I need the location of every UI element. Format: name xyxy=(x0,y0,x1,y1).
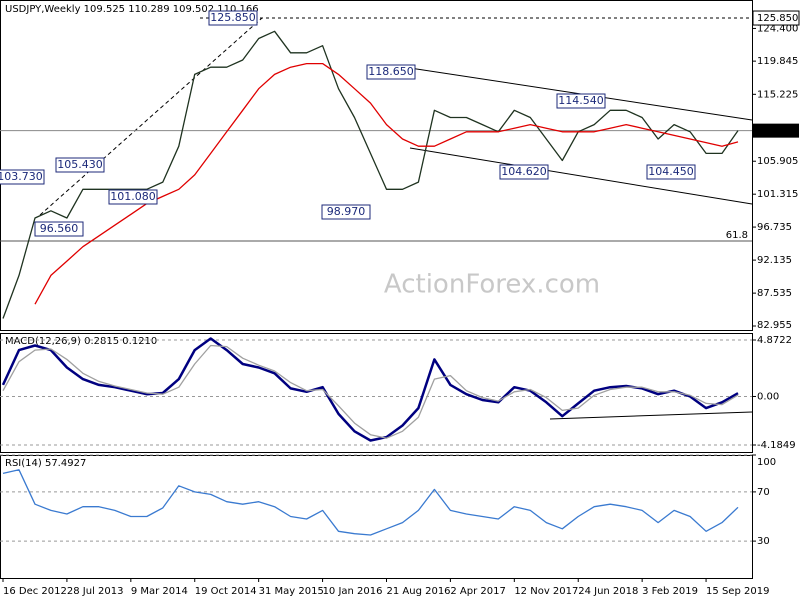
annotation: 118.650 xyxy=(368,65,414,78)
series-line xyxy=(2,344,739,439)
annotation: 105.430 xyxy=(57,158,103,171)
x-tick-label: 9 Mar 2014 xyxy=(131,586,188,597)
channel-lower xyxy=(409,147,753,205)
macd-panel-border xyxy=(0,333,753,453)
watermark: ActionForex.com xyxy=(384,270,600,300)
price-title: USDJPY,Weekly 109.525 110.289 109.502 11… xyxy=(5,4,259,15)
y-tick-label: 105.905 xyxy=(757,156,798,167)
y-tick-label: 82.955 xyxy=(757,320,792,331)
macd-trend-line xyxy=(549,411,753,420)
price-panel-border xyxy=(0,0,753,331)
annotation-box xyxy=(499,164,549,180)
x-tick-label: 21 Aug 2016 xyxy=(386,586,450,597)
rsi-panel-border xyxy=(0,455,753,579)
x-tick-label: 16 Dec 2012 xyxy=(3,586,67,597)
annotation: 103.730 xyxy=(0,170,43,183)
y-tick-label: 70 xyxy=(757,487,770,498)
annotation: 114.540 xyxy=(558,94,604,107)
x-tick-label: 15 Sep 2019 xyxy=(706,586,769,597)
annotation: 101.080 xyxy=(110,190,156,203)
level-label: 125.850 xyxy=(757,13,798,24)
level-box xyxy=(752,10,800,26)
x-tick-label: 12 Nov 2017 xyxy=(514,586,578,597)
fib-label: 61.8 xyxy=(726,230,748,241)
y-tick-label: 100 xyxy=(757,457,776,468)
annotation: 104.450 xyxy=(648,165,694,178)
macd-title: MACD(12,26,9) 0.2815 0.1210 xyxy=(5,336,157,347)
y-tick-label: 115.225 xyxy=(757,89,798,100)
series-line xyxy=(2,30,739,319)
y-tick-label: -4.1849 xyxy=(757,440,796,451)
annotation-box xyxy=(366,64,416,80)
trend-line xyxy=(39,17,263,216)
y-tick-label: 96.735 xyxy=(757,222,792,233)
x-tick-label: 28 Jul 2013 xyxy=(67,586,124,597)
annotation: 125.850 xyxy=(210,11,256,24)
annotation: 96.560 xyxy=(40,222,79,235)
y-tick-label: 0.00 xyxy=(757,391,779,402)
y-tick-label: 30 xyxy=(757,536,770,547)
y-tick-label: 87.535 xyxy=(757,288,792,299)
y-tick-label: 101.315 xyxy=(757,189,798,200)
y-tick-label: 124.400 xyxy=(757,23,798,34)
x-tick-label: 10 Jan 2016 xyxy=(323,586,383,597)
series-line xyxy=(2,469,739,536)
x-tick-label: 2 Apr 2017 xyxy=(450,586,505,597)
rsi-title: RSI(14) 57.4927 xyxy=(5,458,86,469)
x-tick-label: 31 May 2015 xyxy=(259,586,324,597)
y-tick-label: 92.135 xyxy=(757,255,792,266)
annotation-box xyxy=(646,164,696,180)
annotation-box xyxy=(108,189,158,205)
last-price-label: 110.166 xyxy=(757,126,798,137)
series-line xyxy=(34,62,739,305)
last-price-box xyxy=(753,123,799,138)
x-tick-label: 24 Jun 2018 xyxy=(578,586,638,597)
annotation-box xyxy=(34,221,84,237)
annotation: 104.620 xyxy=(501,165,547,178)
annotation-box xyxy=(321,204,371,220)
annotation-box xyxy=(0,169,45,185)
y-tick-label: 119.845 xyxy=(757,56,798,67)
x-tick-label: 3 Feb 2019 xyxy=(642,586,698,597)
annotation-box xyxy=(55,157,105,173)
annotation-box xyxy=(556,93,606,109)
annotation-box xyxy=(208,10,258,26)
x-tick-label: 19 Oct 2014 xyxy=(195,586,257,597)
annotation: 98.970 xyxy=(327,205,366,218)
y-tick-label: 4.8722 xyxy=(757,335,792,346)
series-line xyxy=(1,337,739,442)
